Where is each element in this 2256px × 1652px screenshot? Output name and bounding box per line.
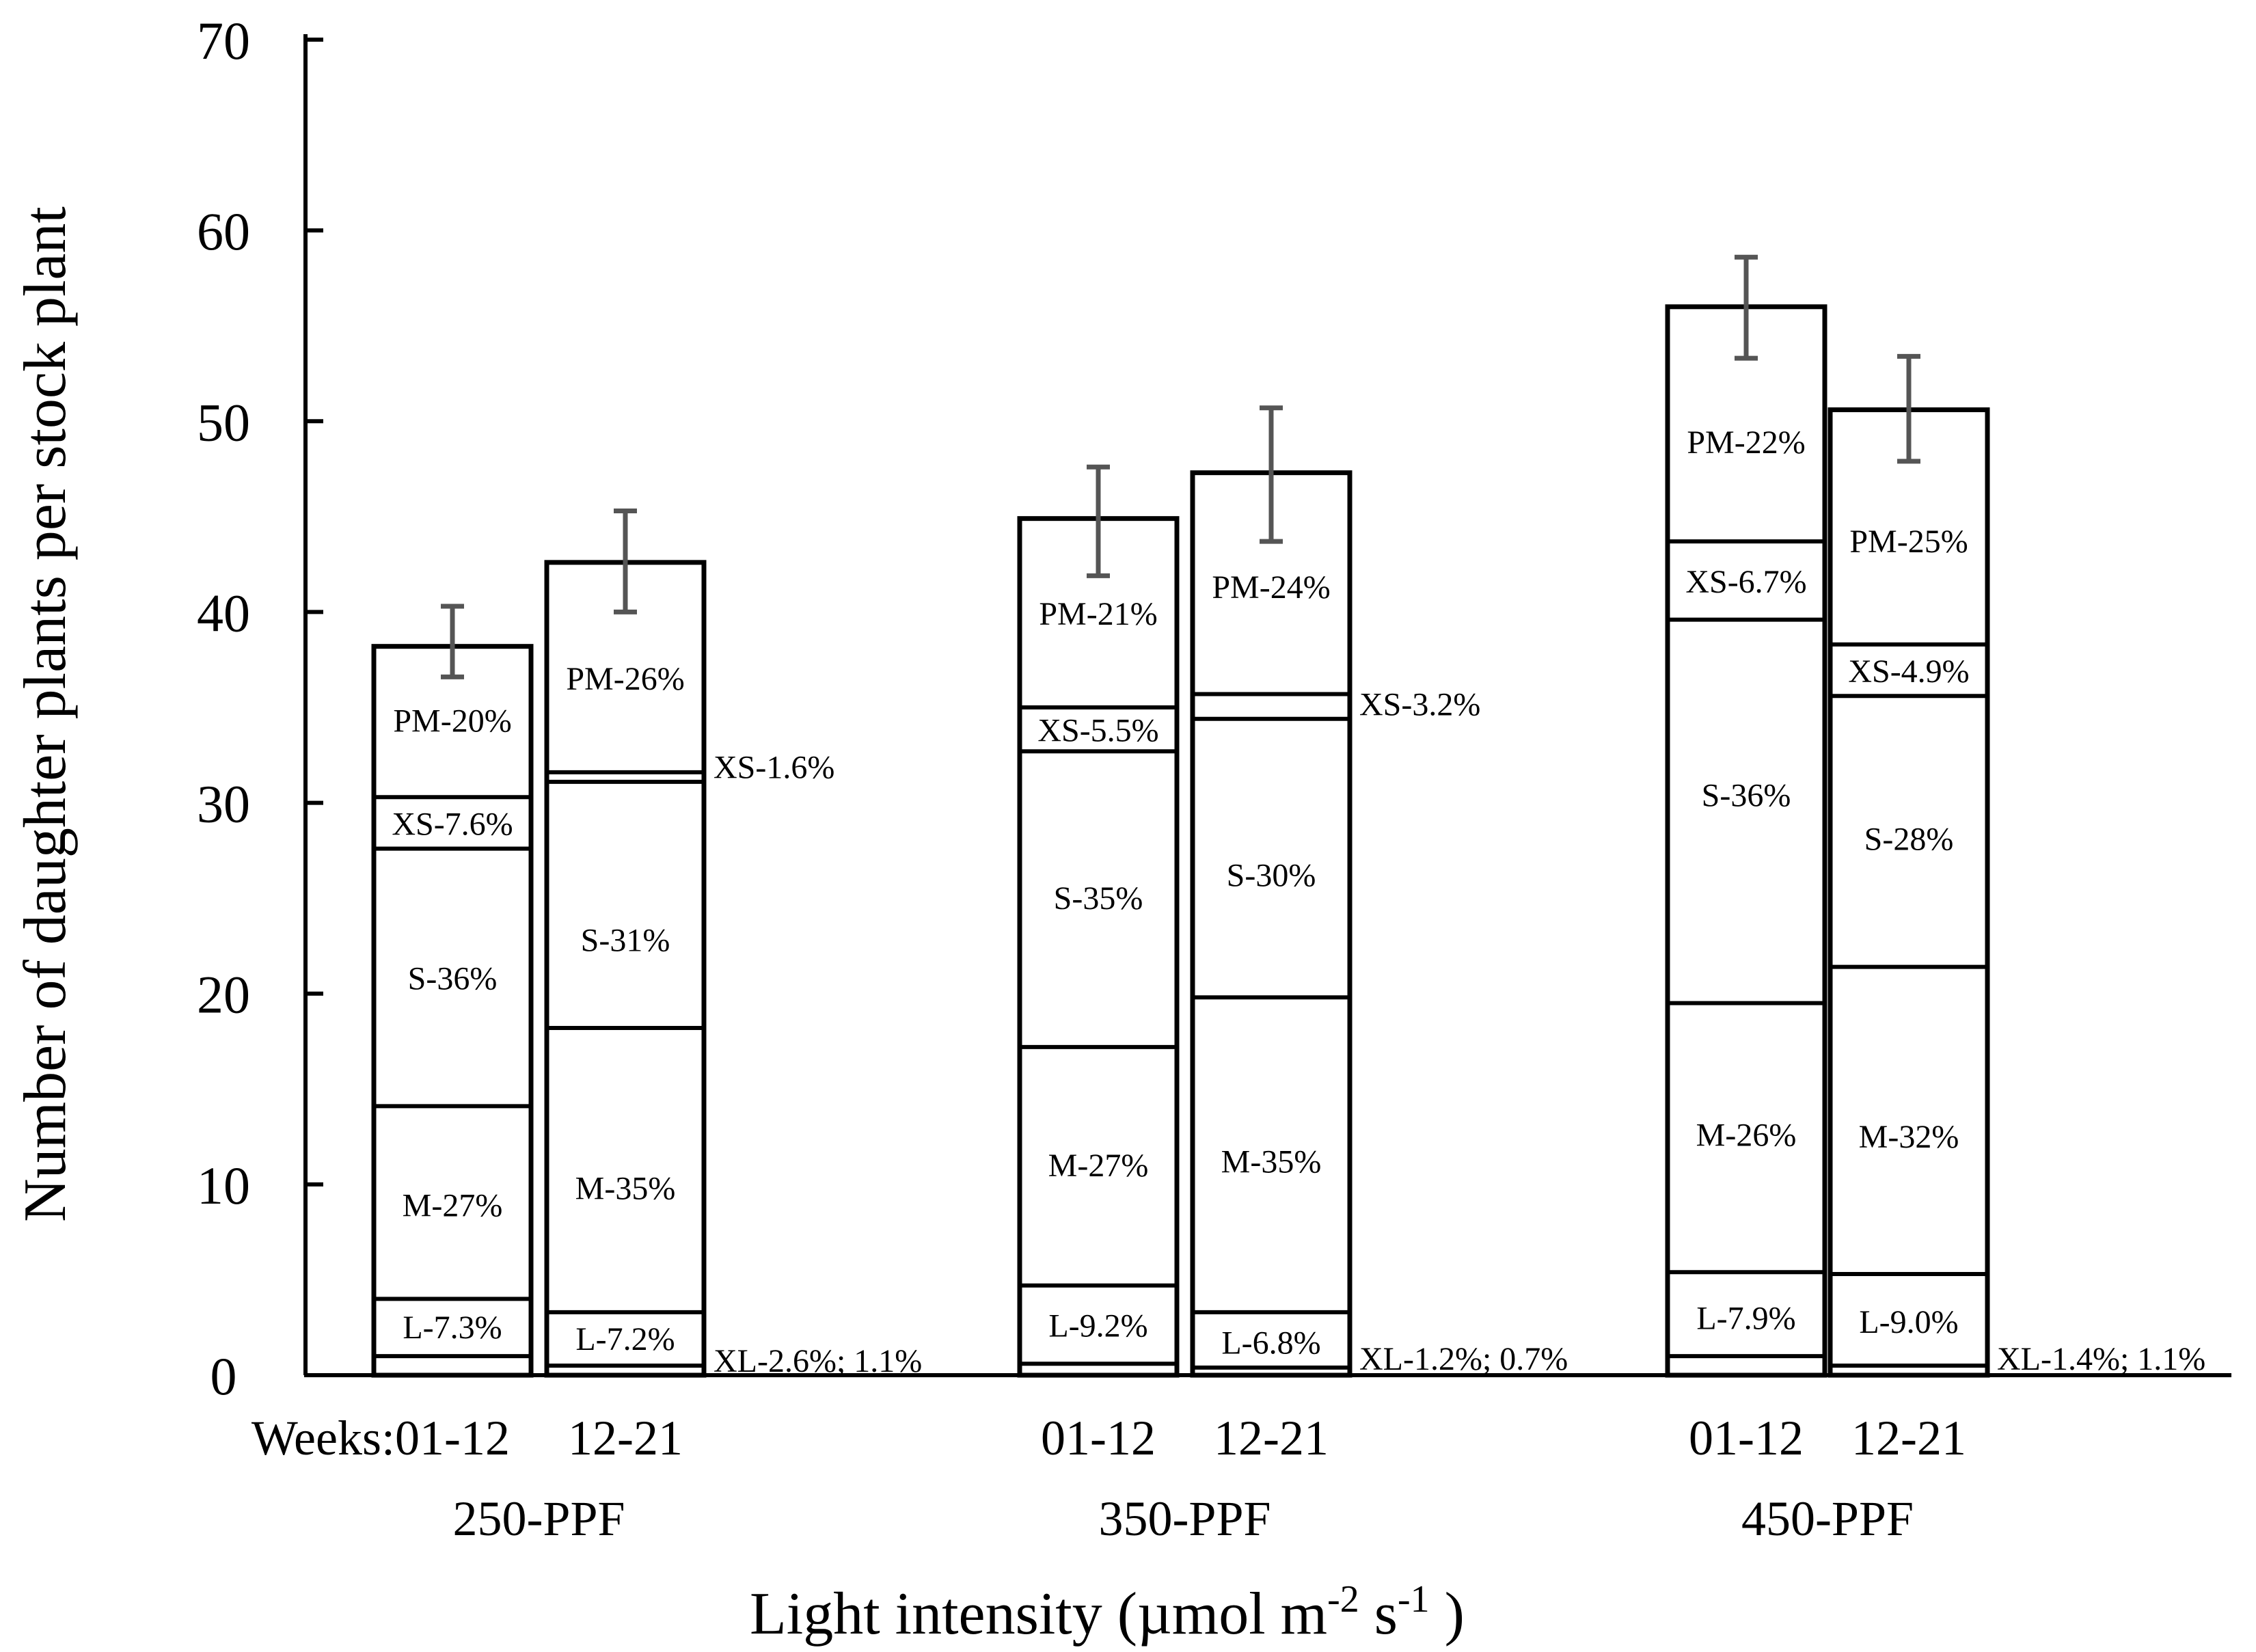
side-label: XL-2.6%; 1.1% <box>714 1343 922 1379</box>
segment-label: XS-7.6% <box>392 806 513 842</box>
side-label: XS-1.6% <box>714 750 834 786</box>
bar <box>371 644 534 1378</box>
segment-label: L-7.9% <box>1696 1300 1795 1336</box>
y-tick-label: 70 <box>197 11 250 70</box>
segment-label: S-36% <box>1702 777 1791 813</box>
y-tick-label: 0 <box>210 1346 237 1406</box>
side-label: XL-1.2%; 0.7% <box>1359 1341 1568 1377</box>
bar <box>1827 407 1990 1378</box>
segment-label: M-35% <box>1221 1143 1322 1180</box>
y-tick-label: 10 <box>197 1156 250 1215</box>
weeks-label: 01-12 <box>395 1411 510 1465</box>
segment-label: L-9.0% <box>1859 1304 1958 1340</box>
segment-label: XS-5.5% <box>1037 712 1158 748</box>
weeks-label: 12-21 <box>1214 1411 1329 1465</box>
side-label: XS-3.2% <box>1359 687 1480 723</box>
plot-area: 0 10 20 30 40 50 60 70 Weeks: L-7.3% M-27% S-36% XS-… <box>197 11 2231 1546</box>
segment-label: S-28% <box>1864 822 1954 858</box>
weeks-prefix-label: Weeks: <box>252 1411 395 1465</box>
segment-label: S-31% <box>581 923 670 959</box>
weeks-label: 01-12 <box>1041 1411 1156 1465</box>
bar <box>1190 470 1353 1378</box>
segment-label: M-27% <box>1048 1148 1149 1184</box>
segment-label: M-26% <box>1696 1117 1797 1153</box>
segment-label: PM-24% <box>1212 569 1330 606</box>
y-tick-label: 60 <box>197 202 250 261</box>
segment-label: PM-20% <box>393 703 511 740</box>
segment-label: S-35% <box>1054 880 1143 917</box>
segment-label: L-9.2% <box>1048 1308 1147 1344</box>
segment-label: L-7.2% <box>575 1321 675 1357</box>
segment-label: L-6.8% <box>1221 1325 1320 1362</box>
segment-label: PM-21% <box>1039 596 1157 632</box>
segment-label: PM-25% <box>1849 524 1968 560</box>
segment-label: S-36% <box>408 960 498 997</box>
x-axis-title: Light intensity (µmol m-2 s-1 ) <box>750 1578 1465 1647</box>
group-label: 450-PPF <box>1741 1491 1914 1546</box>
segment-label: M-35% <box>575 1170 676 1206</box>
segment-label: L-7.3% <box>403 1310 502 1346</box>
bar <box>1017 516 1180 1378</box>
segment-label: XS-4.9% <box>1848 653 1969 690</box>
segment-label: XS-6.7% <box>1685 564 1806 600</box>
bar <box>1665 304 1827 1378</box>
side-label: XL-1.4%; 1.1% <box>1997 1341 2205 1377</box>
y-axis-title: Number of daughter plants per stock plan… <box>12 206 79 1222</box>
segment-label: S-30% <box>1227 858 1316 894</box>
group-label: 250-PPF <box>452 1491 625 1546</box>
y-tick-label: 50 <box>197 392 250 452</box>
weeks-label: 01-12 <box>1689 1411 1804 1465</box>
y-tick-label: 30 <box>197 774 250 834</box>
weeks-label: 12-21 <box>1851 1411 1966 1465</box>
segment-label: M-32% <box>1859 1119 1959 1155</box>
segment-label: PM-22% <box>1687 424 1805 461</box>
weeks-label: 12-21 <box>568 1411 683 1465</box>
group-label: 350-PPF <box>1098 1491 1270 1546</box>
segment-label: M-27% <box>403 1188 503 1224</box>
segment-label: PM-26% <box>566 661 684 697</box>
y-tick-label: 20 <box>197 965 250 1025</box>
y-tick-label: 40 <box>197 583 250 642</box>
